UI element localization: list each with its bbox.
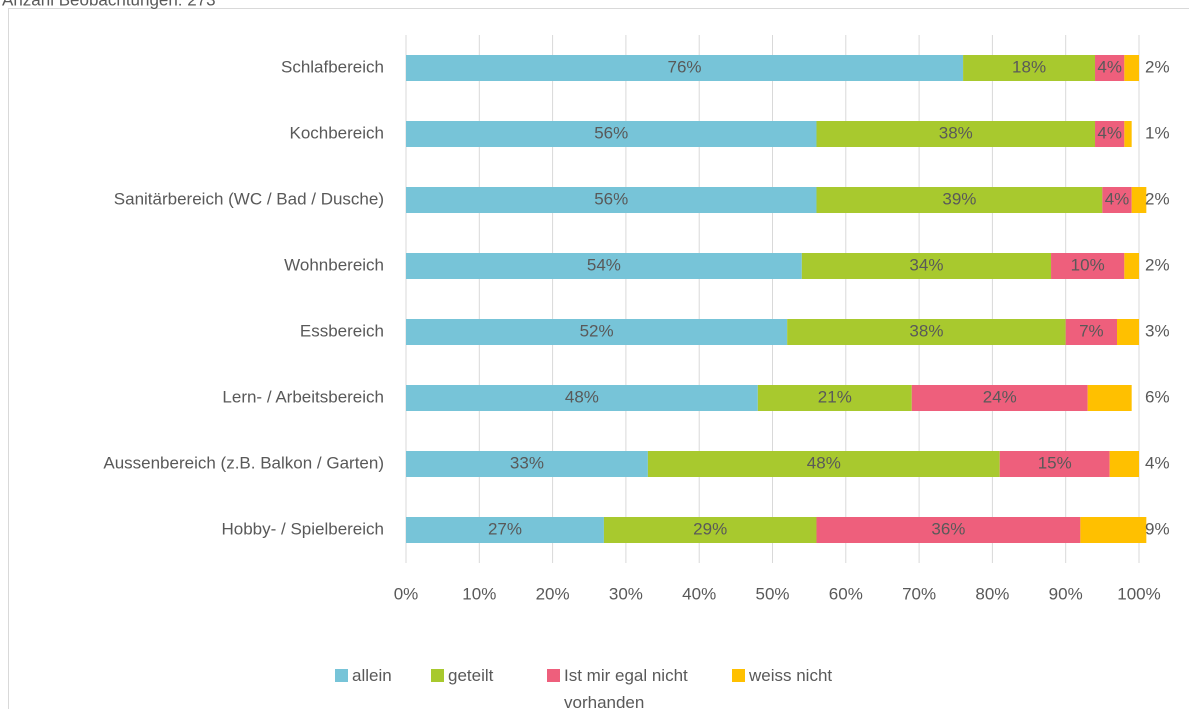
- bar-segment: [1080, 517, 1147, 543]
- data-label: 3%: [1145, 321, 1170, 340]
- bar-segment: [999, 451, 1110, 477]
- data-label: 2%: [1145, 189, 1170, 208]
- data-label: 54%: [587, 255, 621, 274]
- legend-label: allein: [352, 666, 392, 685]
- legend-swatch: [431, 669, 444, 682]
- legend-label: Ist mir egal nicht vorhanden: [564, 666, 688, 709]
- data-label: 52%: [580, 321, 614, 340]
- bar-segment: [787, 319, 1066, 345]
- chart-frame: [8, 8, 1189, 709]
- bar-segment: [1051, 253, 1125, 279]
- data-label: 15%: [1038, 453, 1072, 472]
- y-tick-label: Kochbereich: [289, 123, 384, 142]
- data-label: 21%: [818, 387, 852, 406]
- bar-segment: [406, 187, 817, 213]
- x-tick-label: 70%: [902, 584, 936, 603]
- legend-label: weiss nicht: [749, 666, 833, 685]
- data-label: 48%: [565, 387, 599, 406]
- data-label: 33%: [510, 453, 544, 472]
- legend-item: geteilt: [431, 664, 541, 689]
- bar-segment: [801, 253, 1052, 279]
- data-label: 4%: [1145, 453, 1170, 472]
- data-label: 6%: [1145, 387, 1170, 406]
- legend-item: allein: [335, 664, 425, 689]
- data-label: 36%: [931, 519, 965, 538]
- data-label: 24%: [983, 387, 1017, 406]
- data-label: 2%: [1145, 57, 1170, 76]
- x-tick-label: 0%: [394, 584, 419, 603]
- data-label: 56%: [594, 189, 628, 208]
- bar-segment: [406, 121, 817, 147]
- y-tick-label: Sanitärbereich (WC / Bad / Dusche): [114, 189, 384, 208]
- legend-swatch: [335, 669, 348, 682]
- x-tick-label: 40%: [682, 584, 716, 603]
- bar-segment: [1102, 187, 1132, 213]
- bar-segment: [757, 385, 912, 411]
- bar-segment: [816, 187, 1103, 213]
- y-tick-label: Hobby- / Spielbereich: [221, 519, 384, 538]
- legend-swatch: [547, 669, 560, 682]
- bar-segment: [1124, 121, 1132, 147]
- bar-segment: [1124, 55, 1139, 81]
- data-label: 56%: [594, 123, 628, 142]
- legend-item: Ist mir egal nicht vorhanden: [547, 664, 717, 709]
- x-tick-label: 90%: [1049, 584, 1083, 603]
- data-label: 18%: [1012, 57, 1046, 76]
- data-label: 2%: [1145, 255, 1170, 274]
- data-label: 38%: [909, 321, 943, 340]
- data-label: 4%: [1097, 123, 1122, 142]
- bar-segment: [1095, 55, 1125, 81]
- data-label: 4%: [1105, 189, 1130, 208]
- data-label: 7%: [1079, 321, 1104, 340]
- bar-segment: [406, 55, 964, 81]
- bar-segment: [406, 385, 758, 411]
- data-label: 1%: [1145, 123, 1170, 142]
- x-tick-label: 80%: [975, 584, 1009, 603]
- data-label: 9%: [1145, 519, 1170, 538]
- legend-item: weiss nicht: [732, 664, 882, 689]
- data-label: 29%: [693, 519, 727, 538]
- data-label: 48%: [807, 453, 841, 472]
- x-tick-label: 10%: [462, 584, 496, 603]
- y-tick-label: Wohnbereich: [284, 255, 384, 274]
- x-tick-label: 20%: [536, 584, 570, 603]
- bar-segment: [1117, 319, 1139, 345]
- data-label: 76%: [668, 57, 702, 76]
- x-tick-label: 30%: [609, 584, 643, 603]
- data-label: 10%: [1071, 255, 1105, 274]
- bar-segment: [406, 451, 648, 477]
- data-label: 39%: [942, 189, 976, 208]
- bar-segment: [406, 517, 604, 543]
- data-label: 34%: [909, 255, 943, 274]
- data-label: 38%: [939, 123, 973, 142]
- x-tick-label: 50%: [755, 584, 789, 603]
- bar-segment: [406, 319, 788, 345]
- bar-segment: [1124, 253, 1139, 279]
- y-tick-label: Lern- / Arbeitsbereich: [222, 387, 384, 406]
- bar-segment: [603, 517, 817, 543]
- bar-segment: [816, 517, 1081, 543]
- bar-segment: [1131, 187, 1147, 213]
- data-label: 27%: [488, 519, 522, 538]
- y-tick-label: Aussenbereich (z.B. Balkon / Garten): [103, 453, 384, 472]
- x-tick-label: 60%: [829, 584, 863, 603]
- bar-segment: [816, 121, 1096, 147]
- bar-segment: [1109, 451, 1139, 477]
- y-tick-label: Schlafbereich: [281, 57, 384, 76]
- legend-swatch: [732, 669, 745, 682]
- data-label: 4%: [1097, 57, 1122, 76]
- subtitle: Anzahl Beobachtungen: 273: [2, 0, 216, 9]
- bar-segment: [963, 55, 1096, 81]
- bar-segment: [647, 451, 1000, 477]
- y-tick-label: Essbereich: [300, 321, 384, 340]
- bar-segment: [1087, 385, 1132, 411]
- legend-label: geteilt: [448, 666, 494, 685]
- bar-segment: [1095, 121, 1125, 147]
- bar-segment: [911, 385, 1088, 411]
- x-tick-label: 100%: [1117, 584, 1160, 603]
- bar-segment: [1065, 319, 1118, 345]
- bar-segment: [406, 253, 802, 279]
